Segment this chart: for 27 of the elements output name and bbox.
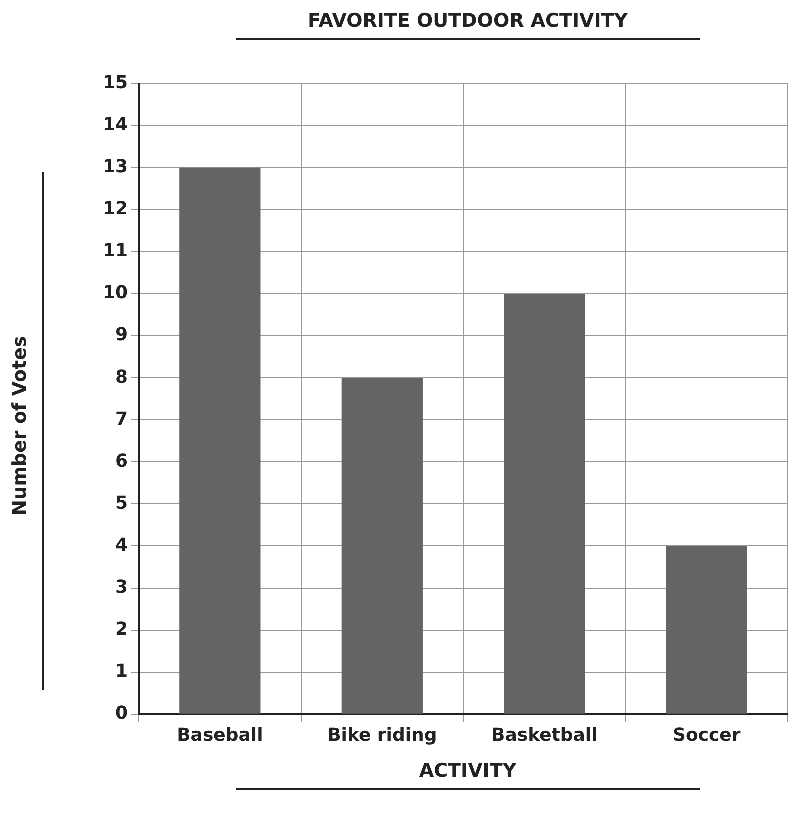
bar <box>504 294 586 714</box>
y-tick-label: 4 <box>116 534 128 556</box>
y-tick-label: 10 <box>102 282 128 304</box>
x-tick-label: Soccer <box>673 724 741 746</box>
y-tick-label: 2 <box>116 618 128 640</box>
y-tick-label: 6 <box>116 450 128 472</box>
y-tick-label: 13 <box>102 156 128 178</box>
chart-title: FAVORITE OUTDOOR ACTIVITY <box>236 10 700 40</box>
x-tick-label: Bike riding <box>328 724 438 746</box>
bar <box>342 378 423 714</box>
y-tick-label: 11 <box>102 240 128 262</box>
y-tick-label: 12 <box>102 198 128 220</box>
y-tick-label: 15 <box>102 72 128 94</box>
y-tick-label: 5 <box>116 492 128 514</box>
y-tick-label: 1 <box>116 661 128 682</box>
y-tick-label: 3 <box>116 576 128 598</box>
y-tick-label: 9 <box>116 324 128 346</box>
bar <box>666 546 748 714</box>
bar <box>180 168 261 714</box>
y-tick-label: 0 <box>116 703 128 724</box>
y-tick-label: 14 <box>102 114 128 136</box>
x-tick-label: Basketball <box>492 724 598 746</box>
y-tick-label: 8 <box>116 366 128 388</box>
y-tick-label: 7 <box>116 408 128 430</box>
x-tick-label: Baseball <box>177 724 264 746</box>
x-axis-title: ACTIVITY <box>236 760 700 790</box>
y-axis-title: Number of Votes <box>9 335 31 518</box>
